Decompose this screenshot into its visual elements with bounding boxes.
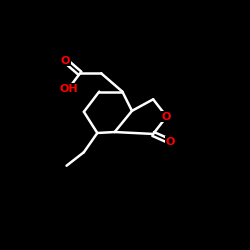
Text: O: O [162, 112, 171, 122]
Text: OH: OH [59, 84, 78, 94]
Text: O: O [61, 56, 70, 66]
Text: O: O [166, 137, 175, 147]
